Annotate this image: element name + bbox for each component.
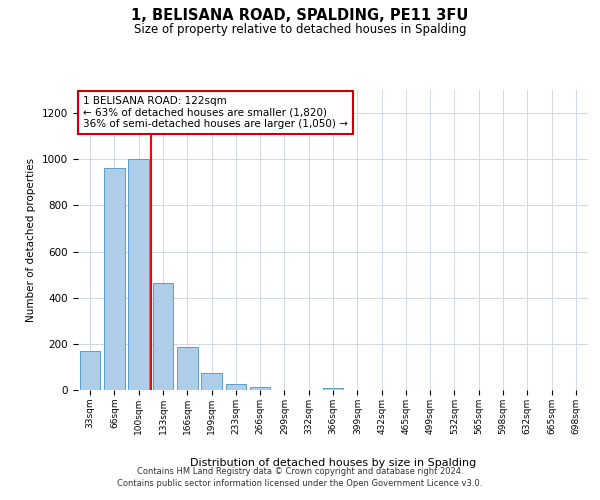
Bar [250,386,271,390]
Bar [201,372,222,390]
Bar [177,348,197,390]
Bar [323,388,343,390]
Text: Size of property relative to detached houses in Spalding: Size of property relative to detached ho… [134,22,466,36]
Bar [152,282,173,390]
Y-axis label: Number of detached properties: Number of detached properties [26,158,37,322]
Bar [80,351,100,390]
Text: 1 BELISANA ROAD: 122sqm
← 63% of detached houses are smaller (1,820)
36% of semi: 1 BELISANA ROAD: 122sqm ← 63% of detache… [83,96,348,129]
Bar [128,159,149,390]
Text: 1, BELISANA ROAD, SPALDING, PE11 3FU: 1, BELISANA ROAD, SPALDING, PE11 3FU [131,8,469,22]
Text: Distribution of detached houses by size in Spalding: Distribution of detached houses by size … [190,458,476,468]
Bar [226,384,246,390]
Text: Contains HM Land Registry data © Crown copyright and database right 2024.
Contai: Contains HM Land Registry data © Crown c… [118,466,482,487]
Bar [104,168,125,390]
